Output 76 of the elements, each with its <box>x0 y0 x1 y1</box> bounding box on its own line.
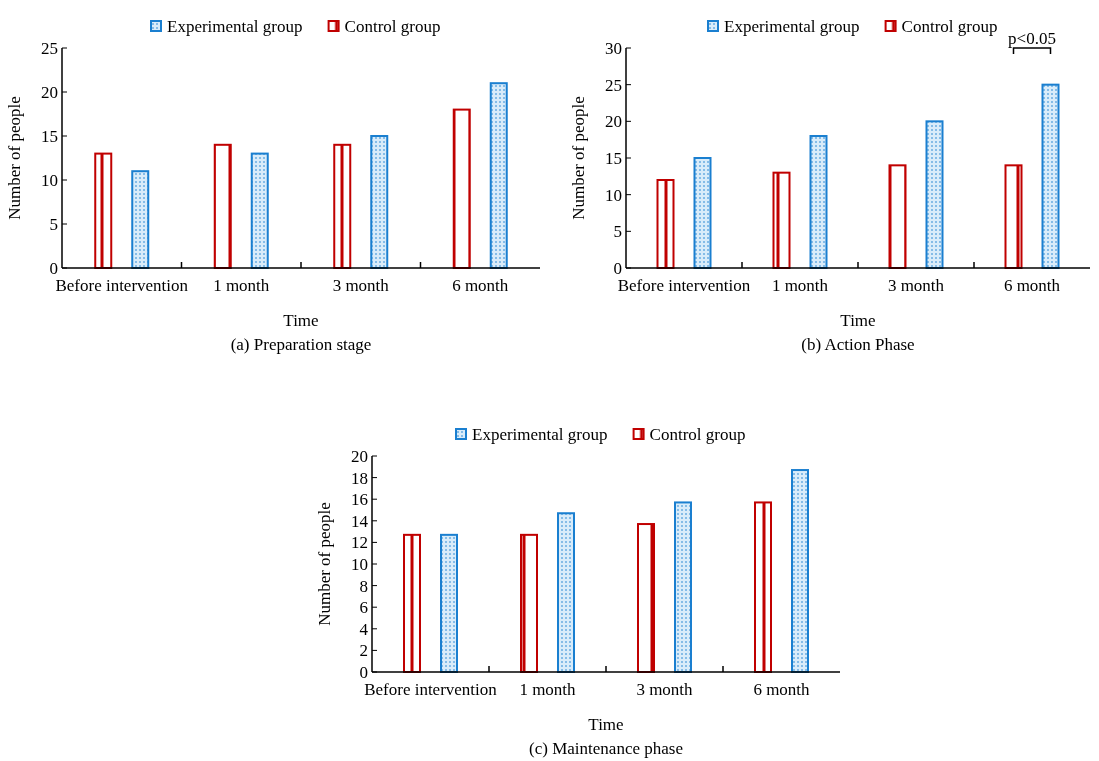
legend-label: Control group <box>901 16 998 36</box>
legend-label: Control group <box>344 16 441 36</box>
y-tick-label: 6 <box>359 598 368 618</box>
bar <box>1041 83 1060 269</box>
bar <box>656 179 675 269</box>
y-tick-label: 20 <box>351 446 368 466</box>
y-axis-title: Number of people <box>5 96 24 220</box>
x-tick-label: Before intervention <box>55 276 189 295</box>
y-tick-label: 15 <box>41 126 58 146</box>
bar <box>693 157 712 269</box>
x-tick-label: 3 month <box>887 276 945 295</box>
bar <box>637 523 655 673</box>
y-tick-label: 10 <box>605 185 622 205</box>
legend-label: Experimental group <box>724 16 860 36</box>
bar <box>94 152 113 269</box>
y-tick-label: 0 <box>613 258 622 278</box>
y-tick-label: 8 <box>359 576 368 596</box>
bar <box>520 533 538 673</box>
y-axis-title: Number of people <box>569 96 588 220</box>
text: (b) Action Phase <box>801 335 915 354</box>
x-tick-label: 3 month <box>636 680 694 699</box>
y-tick-label: 14 <box>351 511 369 531</box>
legend-label: Control group <box>649 424 746 444</box>
bar <box>131 170 150 269</box>
x-tick-label: 6 month <box>452 276 509 295</box>
y-tick-label: 20 <box>605 112 622 132</box>
bar <box>452 108 471 269</box>
bar <box>370 135 389 269</box>
text: p<0.05 <box>1008 29 1056 48</box>
bar <box>489 82 508 269</box>
y-tick-label: 30 <box>605 38 622 58</box>
x-tick-label: 1 month <box>213 276 270 295</box>
y-tick-label: 12 <box>351 533 368 553</box>
x-tick-label: 1 month <box>771 276 829 295</box>
bar <box>809 135 828 269</box>
bar <box>754 501 772 673</box>
bar <box>333 143 352 269</box>
legend-label: Experimental group <box>167 16 303 36</box>
x-tick-label: 6 month <box>1003 276 1061 295</box>
text: (a) Preparation stage <box>230 335 372 354</box>
x-tick-label: Before intervention <box>364 680 498 699</box>
y-tick-label: 5 <box>613 222 622 242</box>
y-tick-label: 15 <box>605 148 622 168</box>
bar <box>888 164 907 269</box>
x-tick-label: 6 month <box>753 680 811 699</box>
bar <box>250 152 269 269</box>
bar <box>674 501 692 673</box>
bar <box>440 533 458 673</box>
x-axis-title: Time <box>588 715 624 734</box>
bar <box>791 469 809 673</box>
bar <box>213 143 232 269</box>
y-tick-label: 4 <box>359 619 369 639</box>
x-tick-label: 1 month <box>519 680 577 699</box>
y-tick-label: 5 <box>49 214 58 234</box>
x-tick-label: 3 month <box>332 276 390 295</box>
bar <box>925 120 944 269</box>
bar <box>1004 164 1023 269</box>
y-tick-label: 18 <box>351 468 368 488</box>
y-tick-label: 25 <box>605 75 622 95</box>
y-tick-label: 0 <box>359 662 368 682</box>
y-tick-label: 10 <box>351 554 368 574</box>
y-tick-label: 20 <box>41 82 58 102</box>
bar <box>557 512 575 673</box>
bar <box>403 533 421 673</box>
text: (c) Maintenance phase <box>529 739 683 758</box>
x-axis-title: Time <box>840 311 876 330</box>
legend-label: Experimental group <box>472 424 608 444</box>
y-tick-label: 0 <box>49 258 58 278</box>
x-tick-label: Before intervention <box>617 276 751 295</box>
x-axis-title: Time <box>283 311 319 330</box>
y-tick-label: 2 <box>359 641 368 661</box>
y-tick-label: 10 <box>41 170 58 190</box>
bar <box>772 171 791 269</box>
y-tick-label: 25 <box>41 38 58 58</box>
y-axis-title: Number of people <box>315 502 334 626</box>
y-tick-label: 16 <box>351 490 368 510</box>
